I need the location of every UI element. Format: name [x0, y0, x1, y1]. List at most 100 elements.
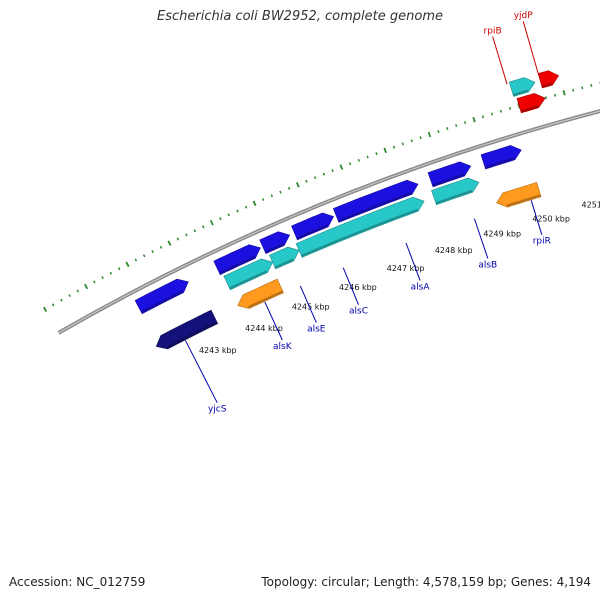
dot-marker [159, 245, 163, 249]
dot-marker [151, 250, 154, 254]
dot-marker [427, 131, 432, 138]
tick-label: 4243 kbp [199, 346, 237, 355]
dot-marker [142, 254, 146, 258]
backbone-layer [57, 109, 600, 335]
gene-leader-line [342, 267, 359, 305]
dot-marker [109, 271, 113, 275]
dot-marker [176, 237, 180, 241]
gene-arrow-shade [274, 258, 294, 269]
dot-marker [305, 179, 308, 183]
dot-marker [357, 158, 361, 162]
dot-marker [572, 88, 575, 92]
dot-marker [446, 127, 449, 131]
tick-label: 4248 kbp [435, 246, 473, 255]
dot-marker [562, 90, 566, 96]
gene-arrow-shade [140, 290, 184, 314]
gene-label-alsE: alsE [307, 325, 326, 335]
dot-marker [590, 83, 593, 87]
dot-marker [392, 145, 396, 149]
dot-marker [60, 298, 63, 302]
dot-marker [383, 147, 387, 154]
dot-marker [76, 289, 80, 293]
gene-label-alsA: alsA [411, 282, 431, 292]
map-title: Escherichia coli BW2952, complete genome [157, 9, 443, 24]
dot-marker [51, 303, 55, 307]
dot-marker [472, 116, 476, 123]
gene-arrow [291, 212, 335, 241]
dot-marker [463, 121, 467, 125]
gene-leader-line [299, 285, 317, 323]
gene-arrow-shade [229, 270, 268, 290]
gene-arrow-shade [248, 290, 284, 309]
dot-marker [209, 220, 214, 226]
dot-marker [193, 229, 197, 233]
gene-arrow [134, 278, 189, 315]
dot-marker [236, 209, 239, 213]
dot-marker [252, 200, 257, 207]
dot-marker [553, 93, 557, 97]
gene-leader-line [522, 21, 540, 76]
dot-marker [375, 152, 378, 156]
dot-marker [348, 162, 352, 166]
gene-arrow-shade [432, 173, 465, 187]
gene-leader-line [492, 36, 508, 85]
gene-arrow [213, 244, 261, 276]
gene-arrow-shade [264, 243, 285, 254]
gene-arrow [431, 177, 480, 206]
dot-marker [481, 115, 485, 119]
dot-marker [270, 194, 273, 198]
gene-label-yjcS: yjcS [208, 405, 227, 415]
dot-marker [134, 258, 138, 262]
dot-marker [68, 294, 71, 298]
gene-label-alsB: alsB [478, 260, 497, 270]
gene-arrow-shade [520, 105, 539, 113]
dot-marker [117, 267, 121, 271]
dot-marker [295, 182, 300, 188]
dot-marker [125, 261, 130, 268]
dot-marker [167, 240, 172, 246]
gene-arrow [295, 196, 425, 258]
gene-arrow [480, 145, 522, 170]
gene-leader-line [473, 218, 489, 259]
gene-arrow-shade [506, 194, 541, 207]
gene-leader-line [184, 340, 218, 403]
features-layer [134, 70, 560, 350]
dot-marker [490, 112, 494, 116]
gene-leader-line [264, 301, 283, 341]
dot-marker [581, 86, 584, 90]
dot-marker [227, 213, 231, 217]
gene-leader-line [405, 242, 421, 281]
tick-label: 4244 kbp [245, 324, 283, 333]
gene-arrow-shade [337, 191, 412, 222]
gene-label-alsC: alsC [349, 307, 368, 317]
dot-marker [419, 136, 422, 140]
tick-label: 4246 kbp [339, 283, 377, 292]
gene-arrow-shade [484, 157, 515, 169]
gene-arrow [537, 70, 560, 89]
dot-marker [93, 280, 96, 284]
gene-label-alsK: alsK [273, 342, 293, 352]
gene-label-rpiB: rpiB [484, 26, 502, 36]
gene-arrow [155, 309, 219, 350]
gene-arrow [223, 258, 274, 291]
genome-stats-text: Topology: circular; Length: 4,578,159 bp… [261, 575, 591, 589]
gene-arrow [516, 93, 546, 114]
gene-arrow-shade [219, 256, 256, 275]
dot-marker [185, 233, 188, 237]
dot-marker [544, 96, 548, 100]
gene-arrow [508, 77, 536, 97]
gene-label-rpiR: rpiR [533, 237, 551, 247]
gene-arrow [237, 278, 284, 309]
gene-arrow [496, 182, 542, 208]
gene-arrow [332, 179, 419, 223]
dot-marker [313, 176, 317, 180]
gene-arrow-shade [296, 224, 328, 240]
labels-layer: 4243 kbp 4244 kbp 4245 kbp 4246 kbp 4247 kbp… [184, 11, 600, 415]
dot-marker [101, 276, 104, 280]
dot-marker [401, 142, 405, 146]
gene-leader-line [530, 200, 543, 235]
accession-text: Accession: NC_012759 [9, 575, 146, 589]
dot-marker [287, 186, 291, 190]
dot-marker [43, 306, 48, 313]
